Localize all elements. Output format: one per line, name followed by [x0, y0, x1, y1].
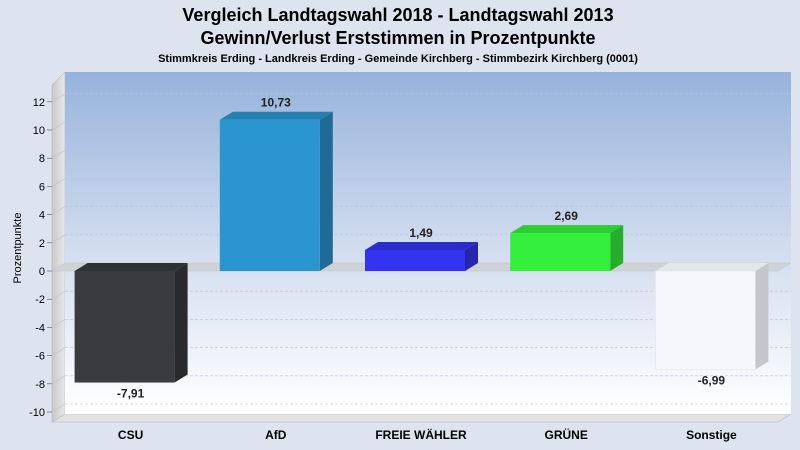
data-label: 10,73	[261, 96, 291, 110]
x-tick-label: CSU	[118, 428, 143, 442]
y-tick-label: 0	[39, 266, 45, 278]
bar-side	[610, 225, 624, 271]
gridline-side	[51, 319, 66, 328]
bar-side	[319, 111, 333, 271]
bar-top	[365, 241, 478, 250]
y-tick-label: 4	[39, 210, 45, 222]
y-tick-label: -6	[35, 351, 45, 363]
bar-afd	[219, 111, 333, 271]
chart-title-line2: Gewinn/Verlust Erststimmen in Prozentpun…	[200, 28, 595, 48]
bar-top	[74, 263, 188, 271]
bar-side	[465, 241, 478, 271]
gridline-side	[51, 290, 66, 300]
x-tick-label: GRÜNE	[545, 427, 588, 442]
y-tick-label: -10	[29, 407, 45, 419]
bar-front	[219, 119, 320, 271]
data-label: -7,91	[117, 387, 145, 401]
bar-side	[174, 263, 188, 383]
bar-side	[755, 263, 769, 370]
y-tick-label: -8	[35, 379, 45, 391]
gridline-side	[51, 149, 66, 159]
chart-subtitle: Stimmkreis Erding - Landkreis Erding - G…	[158, 53, 638, 65]
y-axis-label: Prozentpunkte	[12, 213, 24, 284]
gridline-side	[51, 121, 66, 131]
bar-sonstige	[655, 263, 769, 370]
bar-grüne	[510, 225, 624, 271]
gridline-side	[51, 93, 66, 103]
bar-front	[365, 249, 465, 271]
bar-csu	[74, 263, 188, 383]
x-tick-label: FREIE WÄHLER	[375, 427, 467, 442]
bar-front	[510, 233, 611, 271]
data-label: 2,69	[555, 209, 579, 223]
plot-floor	[51, 413, 792, 423]
plot-left-wall	[51, 71, 66, 423]
gridline-side	[51, 375, 66, 385]
y-tick-label: 2	[39, 238, 45, 250]
bar-top	[510, 225, 624, 234]
y-tick-label: 6	[39, 181, 45, 193]
gridline-side	[51, 178, 66, 187]
y-axis-ticks: 12 10 8 6 4 2 0 -2 -4 -6 -8 -10	[29, 97, 52, 419]
x-tick-label: Sonstige	[686, 428, 737, 442]
gridline-side	[51, 206, 66, 215]
bar-front	[655, 270, 756, 370]
data-labels: -7,91 10,73 1,49 2,69 -6,99	[117, 96, 725, 401]
gridlines	[51, 93, 791, 413]
y-tick-label: 8	[39, 153, 45, 165]
gridline-side	[51, 347, 66, 356]
y-tick-label: -2	[35, 294, 45, 306]
y-tick-label: 12	[33, 97, 45, 109]
gridline-side	[51, 403, 66, 413]
bar-freie-wähler	[365, 241, 478, 271]
bar-top	[655, 263, 769, 271]
bar-front	[74, 271, 175, 383]
x-axis-categories: CSU AfD FREIE WÄHLER GRÜNE Sonstige	[118, 427, 737, 442]
chart-title: Vergleich Landtagswahl 2018 - Landtagswa…	[182, 5, 613, 25]
data-label: 1,49	[409, 226, 433, 240]
data-label: -6,99	[698, 374, 726, 388]
gridline-side	[51, 234, 66, 244]
y-tick-label: 10	[33, 125, 45, 137]
y-tick-label: -4	[35, 322, 45, 334]
x-tick-label: AfD	[265, 428, 287, 442]
bars	[74, 111, 769, 383]
bar-top	[219, 111, 333, 120]
